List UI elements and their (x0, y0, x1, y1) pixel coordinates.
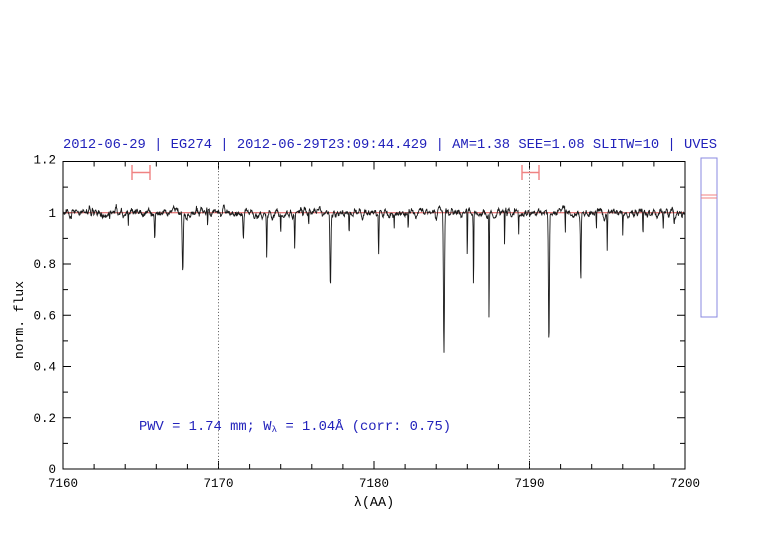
svg-text:7190: 7190 (514, 477, 544, 491)
svg-text:1.2: 1.2 (33, 154, 56, 168)
svg-text:2012-06-29 | EG274 | 2012-06-2: 2012-06-29 | EG274 | 2012-06-29T23:09:44… (63, 137, 717, 153)
svg-text:0.2: 0.2 (33, 412, 56, 426)
svg-text:1: 1 (48, 207, 56, 221)
svg-text:0.4: 0.4 (33, 361, 56, 375)
svg-text:7180: 7180 (359, 477, 389, 491)
svg-text:7200: 7200 (670, 477, 700, 491)
svg-text:0: 0 (48, 463, 56, 477)
svg-text:norm. flux: norm. flux (12, 281, 27, 359)
svg-text:7160: 7160 (48, 477, 78, 491)
svg-text:0.8: 0.8 (33, 258, 56, 272)
svg-text:λ(AA): λ(AA) (354, 496, 395, 511)
svg-text:7170: 7170 (203, 477, 233, 491)
svg-text:PWV = 1.74 mm; Wλ = 1.04Å (cor: PWV = 1.74 mm; Wλ = 1.04Å (corr: 0.75) (139, 418, 451, 435)
svg-text:0.6: 0.6 (33, 309, 56, 323)
